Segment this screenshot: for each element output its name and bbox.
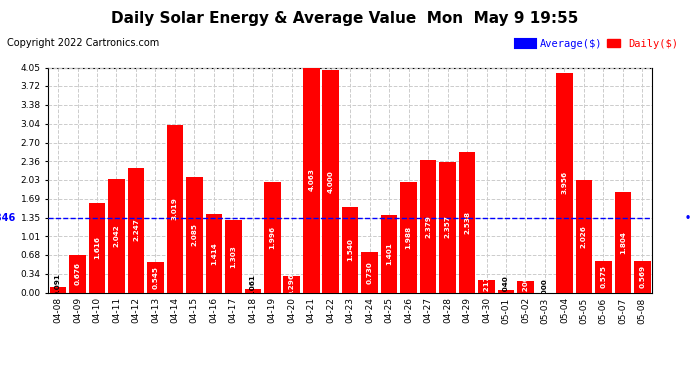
Text: 0.200: 0.200 <box>522 276 529 298</box>
Bar <box>381 214 397 292</box>
Text: 0.575: 0.575 <box>600 265 607 288</box>
Text: 2.357: 2.357 <box>444 216 451 238</box>
Text: 0.545: 0.545 <box>152 266 159 289</box>
Bar <box>362 252 378 292</box>
Text: 1.414: 1.414 <box>211 242 217 265</box>
Text: • 1.346: • 1.346 <box>685 213 690 223</box>
Bar <box>206 214 222 292</box>
Text: 2.085: 2.085 <box>191 223 197 246</box>
Bar <box>420 160 436 292</box>
Text: 0.676: 0.676 <box>75 262 81 285</box>
Bar <box>322 70 339 292</box>
Bar <box>225 220 241 292</box>
Bar <box>186 177 203 292</box>
Bar <box>556 73 573 292</box>
Bar <box>615 192 631 292</box>
Bar <box>284 276 300 292</box>
Text: 2.247: 2.247 <box>133 219 139 242</box>
Bar <box>264 182 281 292</box>
Bar <box>108 179 125 292</box>
Text: 2.042: 2.042 <box>113 224 119 247</box>
Text: 3.956: 3.956 <box>562 171 567 194</box>
Text: 3.019: 3.019 <box>172 197 178 220</box>
Bar <box>497 290 514 292</box>
Text: 0.040: 0.040 <box>503 276 509 298</box>
Text: 1.996: 1.996 <box>269 225 275 249</box>
Text: 4.000: 4.000 <box>328 170 334 193</box>
Text: 0.569: 0.569 <box>640 265 645 288</box>
Text: 0.000: 0.000 <box>542 278 548 300</box>
Text: 0.217: 0.217 <box>484 275 489 298</box>
Bar <box>50 288 66 292</box>
Bar <box>400 182 417 292</box>
Bar <box>69 255 86 292</box>
Bar <box>166 125 183 292</box>
Bar <box>518 281 534 292</box>
Bar <box>459 152 475 292</box>
Text: 1.401: 1.401 <box>386 242 392 265</box>
Text: Copyright 2022 Cartronics.com: Copyright 2022 Cartronics.com <box>7 38 159 48</box>
Text: 0.091: 0.091 <box>55 273 61 296</box>
Text: 2.026: 2.026 <box>581 225 587 248</box>
Text: 0.296: 0.296 <box>288 273 295 296</box>
Text: 0.061: 0.061 <box>250 274 256 297</box>
Text: 0.730: 0.730 <box>366 261 373 284</box>
Bar <box>634 261 651 292</box>
Text: 1.540: 1.540 <box>347 238 353 261</box>
Text: 1.988: 1.988 <box>406 226 412 249</box>
Bar <box>595 261 611 292</box>
Text: 2.538: 2.538 <box>464 210 470 234</box>
Legend: Average($), Daily($): Average($), Daily($) <box>518 39 678 49</box>
Text: Daily Solar Energy & Average Value  Mon  May 9 19:55: Daily Solar Energy & Average Value Mon M… <box>111 11 579 26</box>
Text: 2.379: 2.379 <box>425 215 431 238</box>
Bar <box>575 180 592 292</box>
Text: • 1.346: • 1.346 <box>0 213 15 223</box>
Text: 4.063: 4.063 <box>308 168 314 191</box>
Bar <box>89 203 106 292</box>
Bar <box>303 67 319 292</box>
Bar <box>440 162 456 292</box>
Text: 1.303: 1.303 <box>230 245 236 268</box>
Text: 1.804: 1.804 <box>620 231 626 254</box>
Bar <box>342 207 358 292</box>
Bar <box>478 280 495 292</box>
Bar <box>128 168 144 292</box>
Bar <box>244 289 261 292</box>
Bar <box>147 262 164 292</box>
Text: 1.616: 1.616 <box>94 236 100 259</box>
